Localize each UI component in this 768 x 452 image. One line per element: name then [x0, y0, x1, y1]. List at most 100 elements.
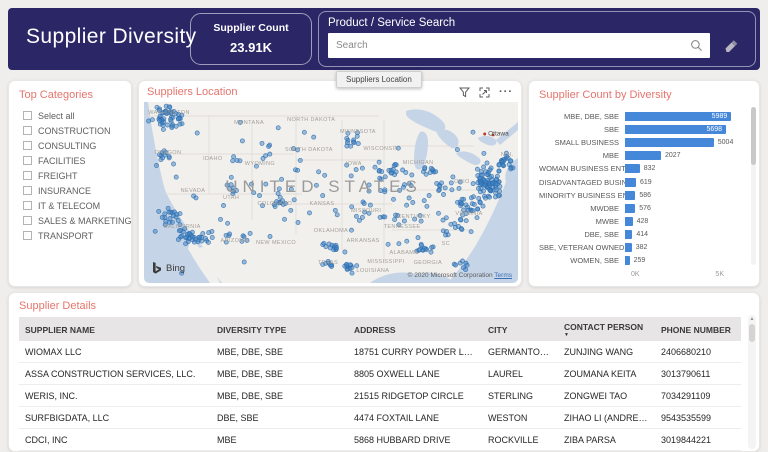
bar-category-label: MWBE: [539, 217, 625, 226]
bar-value-label: 414: [636, 231, 648, 238]
bar[interactable]: [625, 191, 635, 200]
bar-row: MINORITY BUSINESS EN...586: [539, 189, 753, 202]
category-label: IT & TELECOM: [38, 201, 100, 211]
table-row[interactable]: ASSA CONSTRUCTION SERVICES, LLC.MBE, DBE…: [19, 363, 741, 385]
chart-scrollbar[interactable]: [751, 107, 756, 265]
checkbox-icon[interactable]: [23, 126, 32, 135]
table-scrollbar[interactable]: ▲: [748, 315, 756, 449]
table-scrollbar-thumb[interactable]: [749, 324, 755, 342]
column-header[interactable]: ADDRESS: [348, 317, 482, 341]
table-cell: ROCKVILLE: [482, 429, 558, 451]
table-title: Supplier Details: [19, 300, 749, 312]
bar-row: SBE, VETERAN OWNED 382: [539, 241, 753, 254]
category-item[interactable]: CONSTRUCTION: [23, 123, 127, 138]
bar[interactable]: [625, 243, 632, 252]
table-cell: CDCI, INC: [19, 429, 211, 451]
checkbox-icon[interactable]: [23, 111, 32, 120]
table-cell: 4474 FOXTAIL LANE: [348, 407, 482, 429]
table-cell: WIOMAX LLC: [19, 341, 211, 363]
checkbox-icon[interactable]: [23, 186, 32, 195]
column-header[interactable]: DIVERSITY TYPE: [211, 317, 348, 341]
column-header-label: PHONE NUMBER: [661, 325, 731, 335]
bar[interactable]: [625, 138, 714, 147]
category-item[interactable]: CONSULTING: [23, 138, 127, 153]
category-item[interactable]: IT & TELECOM: [23, 198, 127, 213]
table-cell: 21515 RIDGETOP CIRCLE: [348, 385, 482, 407]
category-item[interactable]: FREIGHT: [23, 168, 127, 183]
checkbox-icon[interactable]: [23, 216, 32, 225]
table-cell: ZIBA PARSA: [558, 429, 655, 451]
map-attribution: © 2020 Microsoft Corporation Terms: [408, 272, 512, 279]
more-options-icon[interactable]: ···: [499, 88, 513, 96]
column-header[interactable]: CITY: [482, 317, 558, 341]
kpi-label: Supplier Count: [191, 22, 311, 34]
checkbox-icon[interactable]: [23, 171, 32, 180]
category-item[interactable]: TRANSPORT: [23, 228, 127, 243]
search-input[interactable]: [328, 33, 710, 58]
category-item[interactable]: FACILITIES: [23, 153, 127, 168]
chart-scrollbar-thumb[interactable]: [751, 107, 756, 165]
bar[interactable]: [625, 164, 640, 173]
column-header[interactable]: CONTACT PERSON▼: [558, 317, 655, 341]
bar[interactable]: [625, 178, 636, 187]
bar-category-label: SBE: [539, 125, 625, 134]
table-cell: ASSA CONSTRUCTION SERVICES, LLC.: [19, 363, 211, 385]
column-header[interactable]: PHONE NUMBER: [655, 317, 741, 341]
bar[interactable]: [625, 204, 635, 213]
checkbox-icon[interactable]: [23, 201, 32, 210]
bar[interactable]: [625, 256, 630, 265]
filter-icon[interactable]: [459, 87, 470, 98]
top-categories-title: Top Categories: [19, 89, 127, 101]
table-cell: SURFBIGDATA, LLC: [19, 407, 211, 429]
supplier-details-panel: Supplier Details SUPPLIER NAME DIVERSITY …: [8, 292, 760, 452]
column-header-label: CONTACT PERSON: [564, 322, 643, 332]
table-cell: 8805 OXWELL LANE: [348, 363, 482, 385]
column-header[interactable]: SUPPLIER NAME: [19, 317, 211, 341]
column-header-label: DIVERSITY TYPE: [217, 325, 286, 335]
category-item[interactable]: Select all: [23, 108, 127, 123]
table-cell: MBE, DBE, SBE: [211, 363, 348, 385]
focus-mode-icon[interactable]: [479, 87, 490, 98]
column-header-label: SUPPLIER NAME: [25, 325, 95, 335]
checkbox-icon[interactable]: [23, 231, 32, 240]
table-cell: 7034291109: [655, 385, 741, 407]
bar-value-label: 382: [636, 244, 648, 251]
bar-value-label: 5004: [718, 139, 734, 146]
bar[interactable]: [625, 217, 633, 226]
terms-link[interactable]: Terms: [494, 272, 512, 279]
scrollbar-up-arrow[interactable]: ▲: [748, 315, 756, 323]
checkbox-icon[interactable]: [23, 156, 32, 165]
table-cell: ZONGWEI TAO: [558, 385, 655, 407]
header-banner: Supplier Diversity Supplier Count 23.91K…: [8, 8, 760, 70]
x-axis-tick: 0K: [631, 271, 640, 278]
bar[interactable]: [625, 151, 661, 160]
category-item[interactable]: SALES & MARKETING: [23, 213, 127, 228]
bing-logo[interactable]: Bing: [152, 262, 185, 275]
bar-category-label: DBE, SBE: [539, 230, 625, 239]
category-label: CONSULTING: [38, 141, 96, 151]
category-label: Select all: [38, 111, 75, 121]
table-cell: ZIHAO LI (ANDREW): [558, 407, 655, 429]
category-label: TRANSPORT: [38, 231, 93, 241]
eraser-icon[interactable]: [724, 39, 739, 52]
checkbox-icon[interactable]: [23, 141, 32, 150]
bar[interactable]: [625, 230, 632, 239]
table-cell: WESTON: [482, 407, 558, 429]
search-icon[interactable]: [690, 39, 703, 52]
chart-title: Supplier Count by Diversity: [539, 89, 753, 101]
bar-category-label: DISADVANTAGED BUSIN...: [539, 178, 625, 187]
category-item[interactable]: INSURANCE: [23, 183, 127, 198]
bar-category-label: SBE, VETERAN OWNED: [539, 243, 625, 252]
